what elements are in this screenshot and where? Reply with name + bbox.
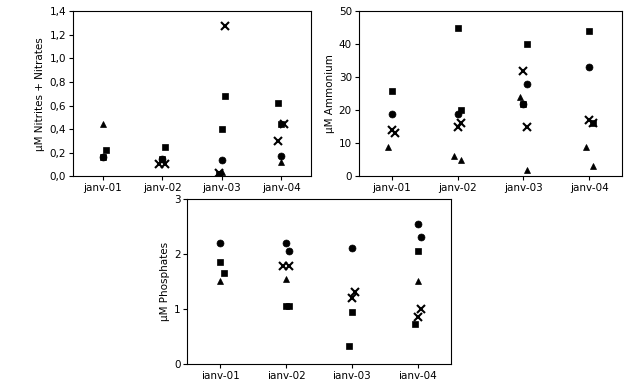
Y-axis label: µM Phosphates: µM Phosphates — [159, 242, 170, 321]
Y-axis label: µM Nitrites + Nitrates: µM Nitrites + Nitrates — [36, 37, 45, 151]
Y-axis label: µM Ammonium: µM Ammonium — [324, 54, 335, 133]
